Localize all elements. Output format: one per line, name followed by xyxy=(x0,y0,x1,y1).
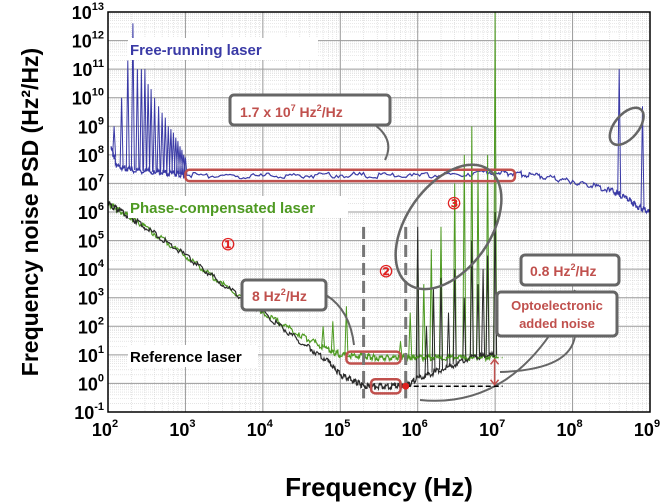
y-axis-title: Frequency noise PSD (Hz²/Hz) xyxy=(17,48,43,376)
y-tick-label: 109 xyxy=(78,115,104,137)
reference-laser-spike xyxy=(424,326,429,376)
free-running-laser-spike xyxy=(183,157,188,175)
free-running-laser-spike xyxy=(146,84,151,172)
reference-floor-marker xyxy=(369,378,402,395)
x-tick-labels: 102 103 104 105 106 107 108 109 xyxy=(92,418,660,440)
y-tick-label: 1010 xyxy=(72,87,104,109)
free-running-laser-spike xyxy=(617,69,622,195)
free-running-laser-spike xyxy=(160,112,165,173)
y-tick-label: 104 xyxy=(78,258,105,280)
plot-frame xyxy=(107,11,651,413)
free-running-laser-spike xyxy=(112,126,117,157)
reference-laser-label: Reference laser xyxy=(130,349,242,366)
free-running-laser-spike xyxy=(166,126,171,174)
free-running-floor-marker xyxy=(184,168,517,183)
free-running-laser-spike xyxy=(163,117,168,174)
phase-compensated-level-label: 8 Hz2/Hz xyxy=(252,287,307,304)
high-frequency-spur-ellipse xyxy=(608,106,645,147)
label-backing xyxy=(128,196,348,218)
y-tick-label: 1011 xyxy=(72,58,104,80)
region-marker-3: ③ xyxy=(447,196,461,213)
x-axis-title: Frequency (Hz) xyxy=(285,472,473,502)
free-running-laser-spike xyxy=(156,106,161,173)
y-tick-label: 1012 xyxy=(72,30,104,52)
free-running-laser-spike xyxy=(135,69,140,171)
phase-compensated-laser-spike xyxy=(429,249,434,358)
free-running-laser-spike xyxy=(139,69,144,171)
reference-laser-spike xyxy=(415,226,420,379)
reference-level-box xyxy=(519,253,621,287)
free-running-laser-spike xyxy=(125,60,130,169)
reference-laser-spike xyxy=(439,277,443,370)
label-backing xyxy=(128,38,318,60)
x-tick-label: 107 xyxy=(479,418,505,440)
y-tick-label: 108 xyxy=(78,144,104,166)
label-backing xyxy=(128,345,258,367)
y-tick-label: 101 xyxy=(78,344,104,366)
y-tick-label: 107 xyxy=(78,172,104,194)
x-tick-label: 103 xyxy=(169,418,195,440)
x-tick-label: 104 xyxy=(247,418,274,440)
phase-compensated-floor-marker xyxy=(345,350,402,365)
x-tick-label: 102 xyxy=(92,418,118,440)
optoelectronic-arrow xyxy=(499,335,576,373)
annotation-overlay: Free-running laser Phase-compensated lase… xyxy=(128,38,645,402)
region-marker-1: ① xyxy=(221,237,235,254)
y-tick-label: 1013 xyxy=(72,1,104,23)
phase-compensated-laser-spike xyxy=(452,183,457,358)
added-noise-arrowhead xyxy=(489,379,500,386)
reference-laser-spike xyxy=(485,255,490,356)
phase-compensated-laser-spike xyxy=(421,284,426,358)
reference-laser-spike xyxy=(469,240,474,358)
phase-compensated-laser-spike xyxy=(321,326,326,348)
phase-compensated-arrow xyxy=(325,294,355,346)
optoelectronic-label-line2: added noise xyxy=(519,316,595,331)
spur-group-ellipse xyxy=(394,163,503,291)
crossover-dot xyxy=(402,382,410,390)
phase-compensated-laser-spike xyxy=(330,321,335,352)
free-running-label: Free-running laser xyxy=(130,42,262,59)
reference-laser-trace xyxy=(107,200,496,392)
reference-level-label: 0.8 Hz2/Hz xyxy=(530,262,597,279)
optoelectronic-label-line1: Optoelectronic xyxy=(511,298,603,313)
y-tick-label: 100 xyxy=(78,372,104,394)
free-running-laser-spike xyxy=(149,89,154,172)
free-running-level-box xyxy=(228,93,392,127)
free-running-laser-spike xyxy=(130,23,135,171)
free-running-laser-spike xyxy=(142,69,147,172)
free-running-laser-spike xyxy=(168,129,173,174)
phase-compensated-laser-spike xyxy=(344,306,349,356)
phase-compensated-laser-spike xyxy=(408,312,413,358)
x-tick-label: 106 xyxy=(402,418,428,440)
free-running-laser-spike xyxy=(152,97,157,173)
added-noise-arrowhead xyxy=(489,358,500,365)
optoelectronic-noise-box xyxy=(495,290,619,338)
y-tick-label: 102 xyxy=(78,315,104,337)
free-running-laser-spike xyxy=(640,106,645,209)
x-tick-label: 109 xyxy=(634,418,660,440)
y-tick-labels: 10-1100101102103104105106107108109101010… xyxy=(72,1,105,423)
phase-compensated-label: Phase-compensated laser xyxy=(130,200,315,217)
x-tick-label: 105 xyxy=(324,418,350,440)
phase-compensated-laser-spike xyxy=(462,154,467,358)
y-tick-label: 103 xyxy=(78,287,104,309)
reference-laser-spike xyxy=(446,312,451,367)
free-running-laser-spike xyxy=(119,97,124,168)
reference-laser-spike xyxy=(481,269,486,357)
y-tick-label: 106 xyxy=(78,201,104,223)
y-tick-label: 105 xyxy=(78,230,104,252)
region-marker-2: ② xyxy=(379,264,393,281)
reference-laser-spike xyxy=(476,284,480,357)
reference-laser-spike xyxy=(462,297,467,361)
reference-laser-spike xyxy=(452,269,457,365)
free-running-arrow xyxy=(374,124,390,161)
x-tick-label: 108 xyxy=(556,418,582,440)
